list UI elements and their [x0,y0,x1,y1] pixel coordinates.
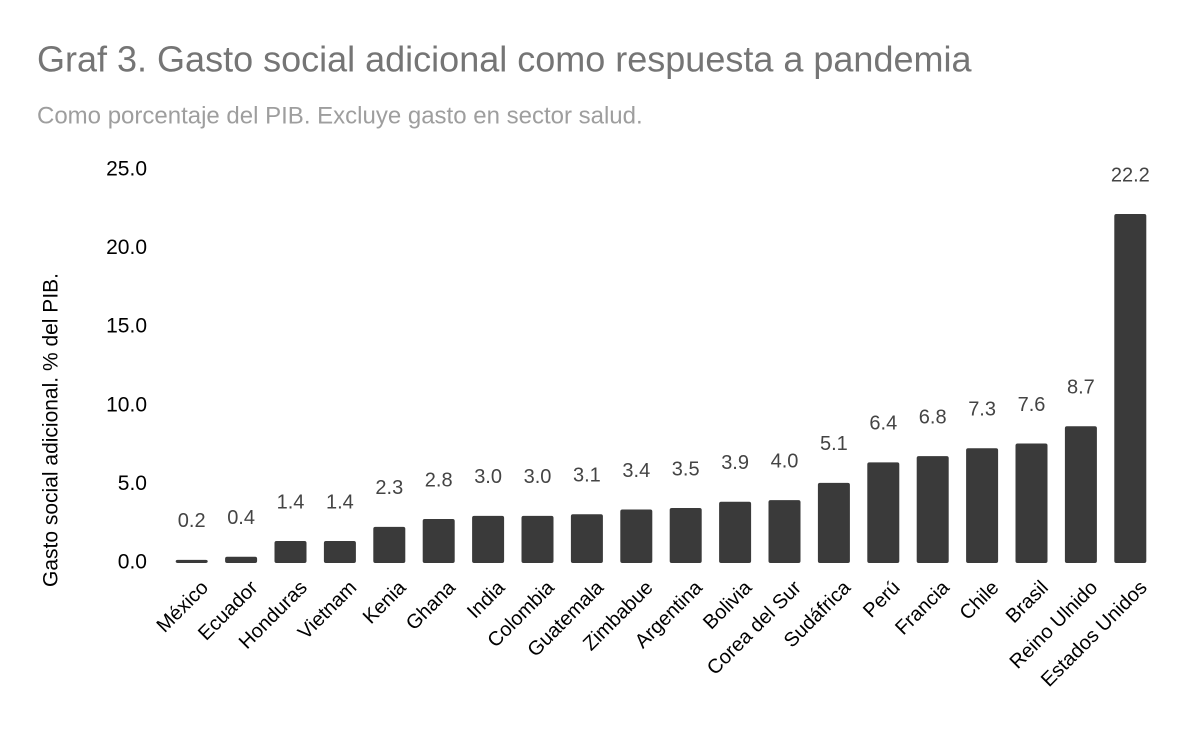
bar [1114,214,1147,564]
bar [225,556,258,563]
x-tick-label: Francia [891,576,954,639]
bar [620,509,653,563]
bar [669,507,702,563]
y-tick-label: 25.0 [106,158,147,181]
bar [719,501,752,563]
value-label: 7.3 [968,399,996,421]
y-tick-label: 15.0 [106,315,147,338]
bar [867,462,900,563]
bar [916,456,949,563]
y-tick-label: 0.0 [118,551,147,574]
value-label: 0.4 [227,507,255,529]
chart-subtitle: Como porcentaje del PIB. Excluye gasto e… [37,102,643,129]
bar [817,482,850,563]
bar [768,500,801,563]
bar [274,540,307,563]
value-label: 3.9 [721,452,749,474]
value-label: 3.1 [573,465,601,487]
bar [570,514,603,563]
bar [422,518,455,563]
value-label: 4.0 [771,450,799,472]
bar [1064,426,1097,563]
x-tick-label: Perú [859,577,904,622]
y-axis-label: Gasto social adicional. % del PIB. [40,273,63,587]
value-label: 3.5 [672,458,700,480]
y-tick-label: 10.0 [106,393,147,416]
bar [521,515,554,563]
y-tick-label: 5.0 [118,472,147,495]
value-label: 3.0 [524,466,552,488]
bar [472,515,505,563]
value-label: 2.3 [375,477,403,499]
value-label: 3.0 [474,466,502,488]
value-label: 2.8 [425,469,453,491]
value-label: 0.2 [178,510,206,532]
value-label: 7.6 [1018,394,1046,416]
value-label: 5.1 [820,433,848,455]
chart-title: Graf 3. Gasto social adicional como resp… [37,39,972,80]
bar [966,448,999,563]
value-label: 8.7 [1067,377,1095,399]
bar [1015,443,1048,563]
bar [323,540,356,563]
value-label: 3.4 [622,460,650,482]
x-tick-label: Chile [956,577,1004,625]
value-label: 22.2 [1111,164,1150,186]
bar [175,559,208,563]
value-label: 6.4 [869,413,897,435]
value-label: 1.4 [277,491,305,513]
value-label: 6.8 [919,406,947,428]
value-label: 1.4 [326,491,354,513]
x-tick-label: Ghana [402,576,461,635]
bar [373,526,406,563]
y-tick-label: 20.0 [106,236,147,259]
